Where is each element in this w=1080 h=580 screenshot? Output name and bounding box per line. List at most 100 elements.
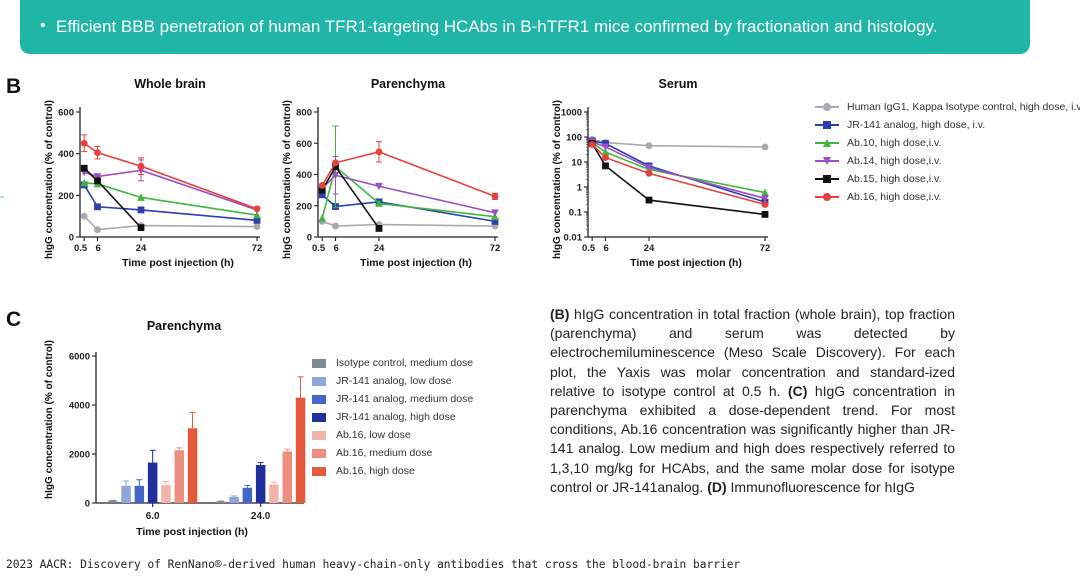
x-tick-label: 72 xyxy=(252,243,263,254)
y-tick-label: 0.1 xyxy=(569,208,583,219)
series-line xyxy=(592,140,766,203)
y-tick-label: 1000 xyxy=(561,108,582,119)
chart-title: Serum xyxy=(659,77,698,91)
description-b-label: (B) xyxy=(550,306,570,322)
x-tick-label: 6 xyxy=(96,243,101,254)
legend-swatch xyxy=(312,448,326,458)
x-axis-label: Time post injection (h) xyxy=(630,257,742,269)
description-b-text: hIgG concentration in total fraction (wh… xyxy=(550,306,955,399)
x-axis-label: Time post injection (h) xyxy=(136,526,248,538)
data-point xyxy=(137,206,145,214)
data-point xyxy=(318,186,326,194)
y-tick-label: 2000 xyxy=(69,450,90,461)
x-tick-label: 6.0 xyxy=(146,511,160,522)
data-point xyxy=(331,171,340,180)
series-line xyxy=(321,174,496,214)
line-chart-legend: Human IgG1, Kappa Isotype control, high … xyxy=(815,98,1080,206)
whole-brain-chart: Whole brain 0 200 400 600 0.5 6 24 72 Time post i… xyxy=(44,77,263,269)
legend-swatch xyxy=(815,102,839,112)
legend-label: Ab.10, high dose,i.v. xyxy=(847,137,942,149)
bar xyxy=(295,397,306,503)
data-point xyxy=(375,225,383,232)
legend-label: Ab.14, high dose,i.v. xyxy=(847,155,942,167)
y-tick-label: 0.01 xyxy=(564,233,583,244)
legend-label: Ab.15, high dose,i.v. xyxy=(847,173,942,185)
description-d-text: Immunofluorescence for hIgG xyxy=(726,478,915,495)
data-point xyxy=(645,169,653,177)
y-tick-label: 0 xyxy=(85,499,90,510)
data-point xyxy=(588,141,596,148)
series-5 xyxy=(80,134,261,213)
legend-item: Ab.16, high dose,i.v. xyxy=(815,188,1080,206)
data-point xyxy=(375,199,383,207)
bar xyxy=(255,465,266,503)
data-point xyxy=(645,164,653,172)
data-point xyxy=(80,212,88,220)
legend-swatch xyxy=(815,156,839,166)
x-axis-label: Time post injection (h) xyxy=(360,257,472,269)
bar xyxy=(134,485,145,503)
legend-label: Ab.16, high dose,i.v. xyxy=(847,191,942,203)
data-point xyxy=(761,201,769,208)
series-line xyxy=(591,143,766,216)
data-point xyxy=(645,142,653,150)
data-point xyxy=(761,211,769,218)
data-point xyxy=(645,196,653,204)
series-5 xyxy=(318,141,499,200)
y-tick-label: 600 xyxy=(296,139,312,150)
legend-label: JR-141 analog, medium dose xyxy=(336,393,474,405)
y-tick-label: 100 xyxy=(566,133,582,144)
data-point xyxy=(375,148,383,156)
x-tick-label: 0.5 xyxy=(74,243,88,254)
series-line xyxy=(321,194,496,223)
legend-item: JR-141 analog, high dose xyxy=(312,408,473,426)
x-axis-label: Time post injection (h) xyxy=(122,257,234,269)
legend-swatch xyxy=(312,430,326,440)
chart-title: Parenchyma xyxy=(371,77,446,91)
bar xyxy=(187,428,198,503)
data-point xyxy=(80,178,89,187)
data-point xyxy=(761,194,769,203)
chart-title: Whole brain xyxy=(134,77,206,91)
data-point xyxy=(137,193,145,201)
legend-item: JR-141 analog, low dose xyxy=(312,372,473,390)
data-point xyxy=(491,192,499,200)
series-line xyxy=(83,142,258,210)
bar xyxy=(229,496,239,503)
series-line xyxy=(321,165,496,219)
data-point xyxy=(761,143,769,151)
bar xyxy=(269,484,279,503)
data-point xyxy=(601,148,610,156)
y-tick-label: 400 xyxy=(296,170,312,181)
y-axis-label: hIgG concentration (% of control) xyxy=(44,100,55,259)
footer-citation: 2023 AACR: Discovery of RenNano®-derived… xyxy=(6,558,741,571)
data-point xyxy=(94,149,101,157)
series-5 xyxy=(588,141,769,208)
legend-item: Ab.16, low dose xyxy=(312,426,473,444)
y-tick-label: 200 xyxy=(58,191,74,202)
series-0 xyxy=(80,212,261,234)
data-point xyxy=(80,164,88,172)
data-point xyxy=(253,223,261,230)
banner-text: Efficient BBB penetration of human TFR1-… xyxy=(56,17,938,36)
data-point xyxy=(602,140,609,147)
y-tick-label: 4000 xyxy=(69,401,90,412)
series-line xyxy=(591,141,766,194)
series-line xyxy=(321,165,380,229)
data-point xyxy=(491,209,499,217)
bar xyxy=(282,451,292,503)
edge-mark: - xyxy=(0,189,4,203)
y-tick-label: 400 xyxy=(58,149,74,160)
series-line xyxy=(321,151,496,198)
series-line xyxy=(592,138,766,148)
series-line xyxy=(84,182,258,216)
panel-label-b: B xyxy=(6,75,22,98)
data-point xyxy=(602,162,609,170)
legend-swatch xyxy=(312,358,326,368)
panel-label-c: C xyxy=(6,308,22,331)
figure-description: (B) hIgG concentration in total fraction… xyxy=(550,305,955,497)
bar xyxy=(216,501,226,503)
x-tick-label: 24.0 xyxy=(251,511,271,522)
data-point xyxy=(332,222,339,230)
chart-title: Parenchyma xyxy=(147,319,222,333)
